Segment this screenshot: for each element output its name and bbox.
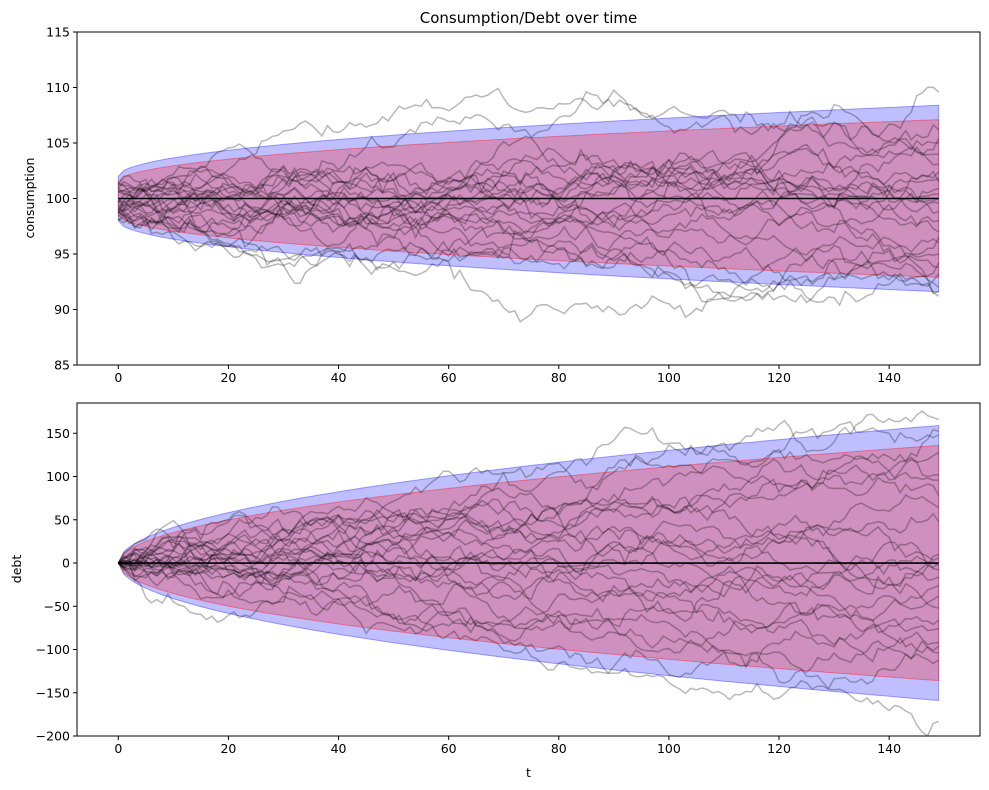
sample-path <box>117 205 940 304</box>
sample-path <box>117 191 939 323</box>
sample-path <box>118 560 940 690</box>
sample-path <box>118 428 939 579</box>
y-tick-label: −100 <box>36 642 70 657</box>
y-tick-label: 0 <box>62 556 70 571</box>
sample-path <box>117 143 939 203</box>
x-tick-label: 0 <box>114 741 122 756</box>
sample-path <box>117 147 940 222</box>
x-tick-label: 20 <box>220 370 236 385</box>
y-tick-label: 110 <box>46 80 70 95</box>
x-tick-label: 60 <box>441 741 457 756</box>
sample-path <box>117 168 940 297</box>
sample-path <box>117 497 940 573</box>
y-tick-label: 90 <box>54 302 70 317</box>
x-tick-label: 40 <box>331 370 347 385</box>
x-tick-label: 20 <box>220 741 236 756</box>
sample-path <box>117 493 940 566</box>
x-tick-label: 140 <box>877 741 901 756</box>
sample-path <box>117 170 940 267</box>
y-tick-label: −150 <box>36 685 70 700</box>
sample-path <box>117 512 940 587</box>
consumption-sample-paths <box>117 86 940 323</box>
y-tick-label: 50 <box>54 512 70 527</box>
sample-path <box>117 135 940 249</box>
consumption-y-ticks: 85 90 95 100 105 110 115 <box>46 25 77 373</box>
sample-path <box>117 182 940 240</box>
y-tick-label: 95 <box>54 247 70 262</box>
sample-path <box>117 161 939 229</box>
x-tick-label: 80 <box>551 370 567 385</box>
sample-path <box>118 421 940 579</box>
sample-path <box>117 558 939 738</box>
sample-path <box>118 152 939 228</box>
y-tick-label: 100 <box>46 191 70 206</box>
x-tick-label: 100 <box>657 370 681 385</box>
x-tick-label: 100 <box>657 741 681 756</box>
x-tick-label: 80 <box>551 741 567 756</box>
y-tick-label: 85 <box>54 358 70 373</box>
x-tick-label: 120 <box>767 370 791 385</box>
sample-path <box>118 551 939 626</box>
y-tick-label: 150 <box>46 426 70 441</box>
y-tick-label: −50 <box>44 599 70 614</box>
sample-path <box>118 537 939 603</box>
debt-x-ticks: 0 20 40 60 80 100 120 140 <box>114 736 901 756</box>
debt-sample-paths <box>117 410 940 738</box>
consumption-panel: 0 20 40 60 80 100 120 140 85 90 95 100 105 110 115 co… <box>22 25 981 385</box>
consumption-y-label: consumption <box>22 158 37 239</box>
sample-path <box>117 535 940 601</box>
sample-path <box>118 86 940 220</box>
sample-path <box>118 528 940 649</box>
sample-path <box>117 426 939 571</box>
sample-path <box>117 194 940 254</box>
sample-path <box>117 550 940 663</box>
sample-path <box>117 193 940 307</box>
sample-path <box>117 454 940 564</box>
x-tick-label: 40 <box>331 741 347 756</box>
y-tick-label: 115 <box>46 25 70 40</box>
debt-panel: 0 20 40 60 80 100 120 140 −200 −150 −100 −50 0 50 100… <box>9 402 981 780</box>
chart-title: Consumption/Debt over time <box>420 9 637 27</box>
y-tick-label: −200 <box>36 729 70 744</box>
sample-path <box>118 87 939 198</box>
debt-x-label: t <box>526 765 531 780</box>
sample-path <box>117 464 939 581</box>
sample-path <box>117 146 939 197</box>
sample-path <box>118 518 939 597</box>
sample-path <box>117 168 940 260</box>
sample-path <box>118 549 939 669</box>
sample-path <box>117 451 940 571</box>
x-tick-label: 120 <box>767 741 791 756</box>
sample-path <box>118 163 939 232</box>
sample-path <box>117 551 940 634</box>
x-tick-label: 0 <box>114 370 122 385</box>
sample-path <box>118 547 939 646</box>
sample-path <box>118 147 939 264</box>
sample-path <box>117 165 939 238</box>
sample-path <box>117 121 940 234</box>
sample-path <box>117 562 939 684</box>
x-tick-label: 140 <box>877 370 901 385</box>
sample-path <box>117 90 939 207</box>
x-tick-label: 60 <box>441 370 457 385</box>
sample-path <box>117 203 939 303</box>
sample-path <box>117 520 940 590</box>
y-tick-label: 105 <box>46 136 70 151</box>
debt-y-label: debt <box>9 555 24 584</box>
sample-path <box>118 192 940 293</box>
y-tick-label: 100 <box>46 469 70 484</box>
debt-y-ticks: −200 −150 −100 −50 0 50 100 150 <box>36 426 77 744</box>
sample-path <box>117 410 939 569</box>
consumption-x-ticks: 0 20 40 60 80 100 120 140 <box>114 365 901 385</box>
sample-path <box>118 524 939 573</box>
debt-axes-frame <box>76 402 981 737</box>
